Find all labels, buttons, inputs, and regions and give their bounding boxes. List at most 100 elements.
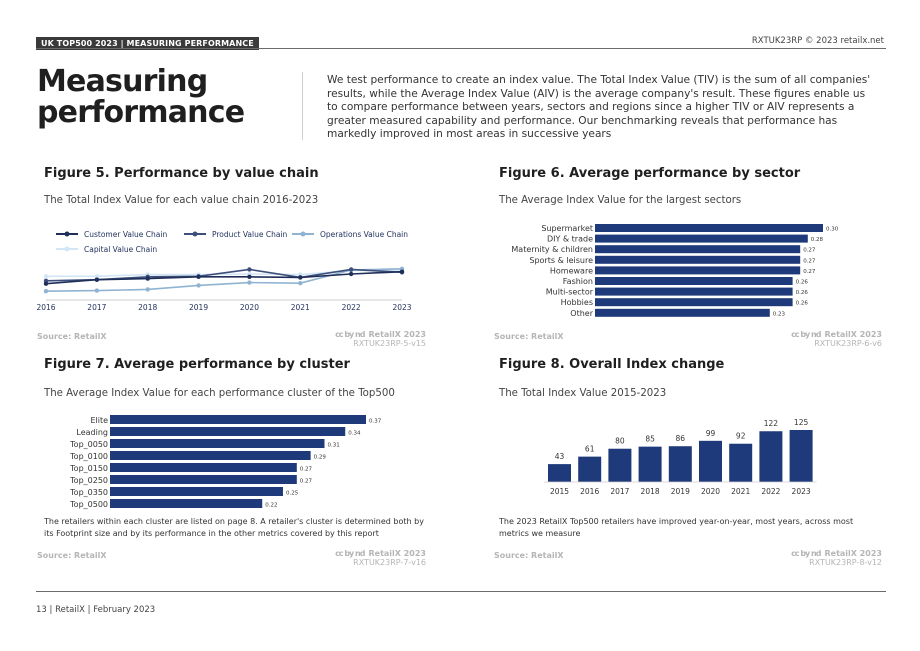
- bar: [110, 499, 263, 508]
- figure-5-subtitle: The Total Index Value for each value cha…: [44, 195, 319, 206]
- category-label: Top_0500: [69, 500, 108, 509]
- bar-value-label: 92: [736, 432, 746, 441]
- data-point: [145, 287, 150, 292]
- bar: [638, 446, 662, 482]
- x-tick-label: 2023: [392, 303, 411, 312]
- bar-value-label: 43: [555, 452, 565, 461]
- data-point: [298, 275, 303, 280]
- category-label: Homeware: [550, 266, 593, 275]
- category-label: Other: [570, 309, 593, 318]
- data-point: [145, 276, 150, 281]
- bar: [608, 448, 632, 482]
- category-label: Top_0150: [69, 464, 108, 473]
- bar-value-label: 0.22: [265, 503, 277, 509]
- bar: [110, 487, 283, 496]
- data-point: [94, 277, 100, 282]
- figure-5-chart: Customer Value Chain Product Value Chain O…: [36, 230, 411, 312]
- x-tick-label: 2018: [641, 487, 660, 496]
- data-point: [43, 281, 49, 286]
- data-point: [348, 267, 354, 272]
- figure-7-title: Figure 7. Average performance by cluster: [44, 357, 350, 372]
- header-credit: RXTUK23RP © 2023 retailx.net: [751, 36, 884, 46]
- x-tick-label: 2016: [36, 303, 55, 312]
- category-label: Top_0050: [69, 440, 108, 449]
- category-label: Supermarket: [541, 224, 593, 233]
- bar: [595, 266, 801, 275]
- x-tick-label: 2023: [792, 487, 811, 496]
- brand-label: RetailX 2023: [824, 549, 882, 558]
- x-tick-label: 2022: [342, 303, 361, 312]
- figure-6-source: Source: RetailX: [494, 332, 564, 341]
- bar: [548, 464, 571, 482]
- bar: [595, 255, 801, 264]
- bar: [110, 463, 297, 472]
- bar-value-label: 0.37: [369, 419, 382, 425]
- bar: [595, 234, 808, 243]
- figure-5-title: Figure 5. Performance by value chain: [44, 166, 319, 181]
- bar: [789, 430, 813, 482]
- x-tick-label: 2017: [610, 487, 629, 496]
- section-tag: UK TOP500 2023 | MEASURING PERFORMANCE: [36, 37, 259, 50]
- bar-value-label: 99: [706, 429, 716, 438]
- x-tick-label: 2020: [701, 487, 720, 496]
- x-tick-label: 2016: [580, 487, 599, 496]
- bar: [595, 298, 793, 307]
- bar-value-label: 0.26: [796, 280, 809, 286]
- bar: [595, 277, 793, 285]
- cc-license-icon: cc by nd: [791, 549, 821, 558]
- data-point: [247, 274, 252, 280]
- brand-label: RetailX 2023: [824, 330, 882, 339]
- series-line: [45, 270, 403, 285]
- brand-label: RetailX 2023: [368, 330, 426, 339]
- bar: [595, 245, 801, 254]
- legend-marker: [300, 231, 306, 237]
- category-label: Maternity & children: [511, 245, 593, 254]
- ref-code: RXTUK23RP-7-v16: [353, 558, 426, 567]
- bar-value-label: 85: [645, 435, 655, 444]
- bar: [110, 415, 366, 424]
- bar-value-label: 0.27: [803, 269, 816, 275]
- figure-7-ref: cc by nd RetailX 2023 RXTUK23RP-7-v16: [335, 549, 426, 567]
- legend-label: Product Value Chain: [212, 230, 288, 239]
- figure-7-source: Source: RetailX: [37, 551, 107, 560]
- bar-value-label: 80: [615, 437, 625, 446]
- category-label: Leading: [76, 428, 108, 437]
- x-tick-label: 2015: [550, 487, 569, 496]
- cc-license-icon: cc by nd: [335, 330, 365, 339]
- x-tick-label: 2021: [731, 487, 750, 496]
- intro-paragraph: We test performance to create an index v…: [327, 74, 871, 141]
- bar-value-label: 0.27: [300, 479, 313, 485]
- bar-value-label: 0.23: [773, 311, 786, 317]
- legend-label: Operations Value Chain: [320, 230, 408, 239]
- bar: [110, 475, 297, 484]
- ref-code: RXTUK23RP-8-v12: [809, 558, 882, 567]
- bar-value-label: 122: [764, 419, 779, 428]
- x-tick-label: 2019: [671, 487, 690, 496]
- data-point: [348, 271, 354, 277]
- bar: [595, 287, 793, 296]
- bar: [110, 451, 311, 460]
- bar: [729, 443, 753, 482]
- category-label: Top_0350: [69, 488, 108, 497]
- category-label: Top_0100: [69, 452, 108, 461]
- bar-value-label: 0.26: [796, 301, 809, 307]
- figure-7-note: The retailers within each cluster are li…: [44, 517, 424, 538]
- bar: [699, 440, 722, 482]
- figure-6-ref: cc by nd RetailX 2023 RXTUK23RP-6-v6: [791, 330, 882, 348]
- data-point: [43, 288, 49, 294]
- bar: [595, 224, 823, 232]
- data-point: [399, 269, 405, 274]
- bar-value-label: 0.29: [314, 455, 327, 461]
- ref-code: RXTUK23RP-6-v6: [814, 339, 882, 348]
- figure-8-ref: cc by nd RetailX 2023 RXTUK23RP-8-v12: [791, 549, 882, 567]
- figure-5-ref: cc by nd RetailX 2023 RXTUK23RP-5-v15: [335, 330, 426, 348]
- figure-7-subtitle: The Average Index Value for each perform…: [44, 388, 395, 399]
- x-tick-label: 2018: [138, 303, 157, 312]
- x-tick-label: 2020: [240, 303, 259, 312]
- data-point: [43, 274, 49, 279]
- series-line: [45, 268, 403, 292]
- ref-code: RXTUK23RP-5-v15: [353, 339, 426, 348]
- title-divider: [302, 72, 303, 140]
- figure-8-chart: 43 2015 61 2016 80 2017 85 2018 86 2019 99 2020 92 20…: [544, 418, 817, 496]
- figure-5-source: Source: RetailX: [37, 332, 107, 341]
